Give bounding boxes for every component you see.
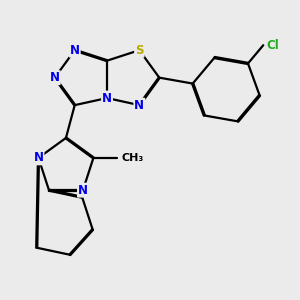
Text: S: S	[135, 44, 144, 57]
Text: CH₃: CH₃	[121, 153, 143, 163]
Text: Cl: Cl	[266, 39, 279, 52]
Text: N: N	[34, 152, 44, 164]
Text: N: N	[134, 99, 144, 112]
Text: N: N	[78, 184, 88, 197]
Text: N: N	[70, 44, 80, 57]
Text: N: N	[102, 92, 112, 104]
Text: N: N	[50, 71, 60, 84]
